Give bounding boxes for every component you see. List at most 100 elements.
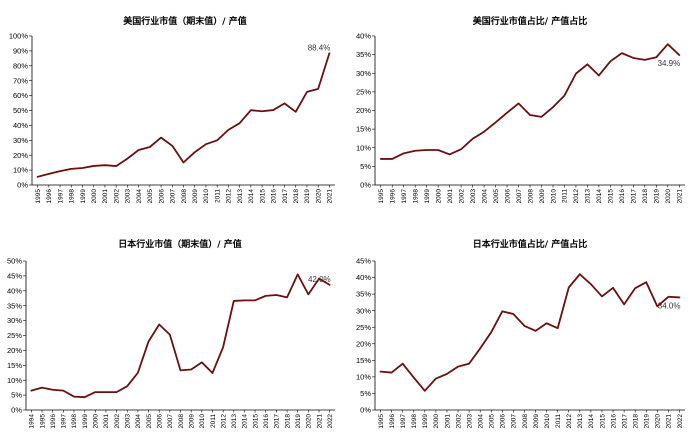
x-tick-label: 2007 — [170, 189, 177, 204]
x-tick-label: 1997 — [400, 414, 407, 429]
y-tick-label: 20% — [356, 106, 371, 115]
x-tick-label: 2020 — [655, 414, 662, 429]
x-tick-label: 1998 — [71, 414, 78, 429]
series-line — [36, 52, 331, 178]
data-label-last: 34.9% — [658, 59, 681, 68]
y-tick-label: 25% — [356, 323, 371, 332]
x-tick-label: 2016 — [619, 189, 626, 204]
data-label-last: 88.4% — [308, 43, 331, 52]
x-tick-label: 2015 — [608, 189, 615, 204]
x-tick-label: 2000 — [433, 414, 440, 429]
x-tick-label: 2021 — [327, 189, 334, 204]
x-tick-label: 2007 — [511, 414, 518, 429]
y-tick-label: 20% — [7, 346, 22, 355]
chart-title: 美国行业市值占比/ 产值占比 — [473, 15, 587, 27]
y-tick-label: 100% — [9, 32, 29, 41]
y-tick-label: 30% — [13, 136, 28, 145]
x-tick-label: 1999 — [424, 189, 431, 204]
x-tick-label: 2019 — [304, 189, 311, 204]
x-tick-label: 1999 — [422, 414, 429, 429]
y-tick-label: 70% — [13, 76, 28, 85]
chart-japan-market-cap-to-output: 日本行业市值（期末值）/ 产值 0% 5% 10% 15% 20% 25% 30% 35% 40%… — [0, 220, 350, 440]
x-tick-label: 2018 — [642, 189, 649, 204]
x-tick-label: 2009 — [533, 414, 540, 429]
x-tick-label: 1995 — [39, 414, 46, 429]
x-tick-label: 2005 — [489, 414, 496, 429]
y-tick-label: 0% — [11, 406, 22, 415]
x-tick-label: 2008 — [178, 414, 185, 429]
x-tick-label: 1998 — [69, 189, 76, 204]
x-tick-label: 2013 — [577, 414, 584, 429]
y-tick-label: 35% — [356, 50, 371, 59]
x-tick-label: 2003 — [466, 414, 473, 429]
x-tick-label: 1999 — [80, 189, 87, 204]
x-tick-label: 2005 — [146, 414, 153, 429]
series-line — [379, 43, 681, 160]
y-tick-label: 5% — [11, 391, 22, 400]
x-tick-label: 1996 — [389, 414, 396, 429]
chart-us-market-cap-to-output: 美国行业市值（期末值）/ 产值 0% 10% 20% 30% 40% 50% 60% 70% 80… — [0, 0, 350, 220]
y-tick-label: 5% — [360, 389, 371, 398]
x-tick-label: 2002 — [114, 414, 121, 429]
y-tick-label: 30% — [356, 69, 371, 78]
y-tick-label: 15% — [356, 356, 371, 365]
x-tick-label: 2008 — [527, 189, 534, 204]
x-tick-label: 1995 — [35, 189, 42, 204]
series-line — [379, 273, 681, 392]
x-tick-label: 2002 — [458, 189, 465, 204]
x-tick-label: 2014 — [242, 414, 249, 429]
x-tick-label: 2017 — [282, 189, 289, 204]
y-tick-label: 15% — [7, 361, 22, 370]
x-tick-label: 2010 — [550, 189, 557, 204]
y-tick-label: 0% — [360, 406, 371, 415]
y-tick-label: 0% — [360, 181, 371, 190]
x-tick-label: 1997 — [61, 414, 68, 429]
y-tick-label: 50% — [13, 106, 28, 115]
x-tick-label: 2011 — [555, 414, 562, 428]
y-tick-label: 25% — [7, 331, 22, 340]
x-tick-label: 2002 — [113, 189, 120, 204]
x-tick-label: 2011 — [210, 414, 217, 428]
y-tick-label: 40% — [356, 32, 371, 41]
y-tick-label: 30% — [356, 306, 371, 315]
x-tick-label: 2014 — [588, 414, 595, 429]
x-tick-label: 2002 — [455, 414, 462, 429]
x-tick-label: 1998 — [411, 414, 418, 429]
chart-svg: 美国行业市值占比/ 产值占比 0% 5% 10% 15% 20% 25% 30% 35% 40% 1… — [356, 15, 685, 204]
x-tick-label: 2018 — [284, 414, 291, 429]
x-tick-label: 2011 — [214, 189, 221, 203]
x-tick-label: 2015 — [599, 414, 606, 429]
x-tick-label: 2007 — [516, 189, 523, 204]
y-tick-label: 45% — [7, 272, 22, 281]
x-tick-label: 2003 — [470, 189, 477, 204]
chart-title: 美国行业市值（期末值）/ 产值 — [123, 15, 246, 27]
x-tick-label: 2018 — [293, 189, 300, 204]
x-tick-label: 2001 — [102, 189, 109, 204]
x-tick-label: 2006 — [504, 189, 511, 204]
y-tick-label: 40% — [13, 121, 28, 130]
y-tick-label: 20% — [356, 339, 371, 348]
chart-japan-market-cap-share-to-output-share: 日本行业市值占比/ 产值占比 0% 5% 10% 15% 20% 25% 30% 35% 40% 4… — [350, 220, 700, 440]
x-tick-label: 2019 — [654, 189, 661, 204]
x-tick-label: 2022 — [327, 414, 334, 429]
x-tick-label: 2001 — [447, 189, 454, 204]
x-tick-label: 1995 — [378, 189, 385, 204]
x-tick-label: 2010 — [203, 189, 210, 204]
x-tick-label: 1999 — [82, 414, 89, 429]
y-tick-label: 5% — [360, 162, 371, 171]
x-tick-label: 2020 — [665, 189, 672, 204]
x-tick-label: 2001 — [444, 414, 451, 429]
chart-svg: 美国行业市值（期末值）/ 产值 0% 10% 20% 30% 40% 50% 60% 70% 80… — [9, 15, 335, 204]
chart-svg: 日本行业市值占比/ 产值占比 0% 5% 10% 15% 20% 25% 30% 35% 40% 4… — [356, 238, 685, 429]
chart-svg: 日本行业市值（期末值）/ 产值 0% 5% 10% 15% 20% 25% 30% 35% 40%… — [7, 238, 335, 429]
x-tick-label: 2000 — [91, 189, 98, 204]
x-tick-label: 2009 — [539, 189, 546, 204]
x-tick-label: 2007 — [167, 414, 174, 429]
y-tick-label: 10% — [356, 143, 371, 152]
chart-title: 日本行业市值占比/ 产值占比 — [473, 238, 587, 250]
x-tick-label: 2008 — [522, 414, 529, 429]
x-tick-label: 2017 — [631, 189, 638, 204]
x-tick-label: 2000 — [435, 189, 442, 204]
x-tick-label: 2006 — [156, 414, 163, 429]
x-tick-label: 2020 — [315, 189, 322, 204]
